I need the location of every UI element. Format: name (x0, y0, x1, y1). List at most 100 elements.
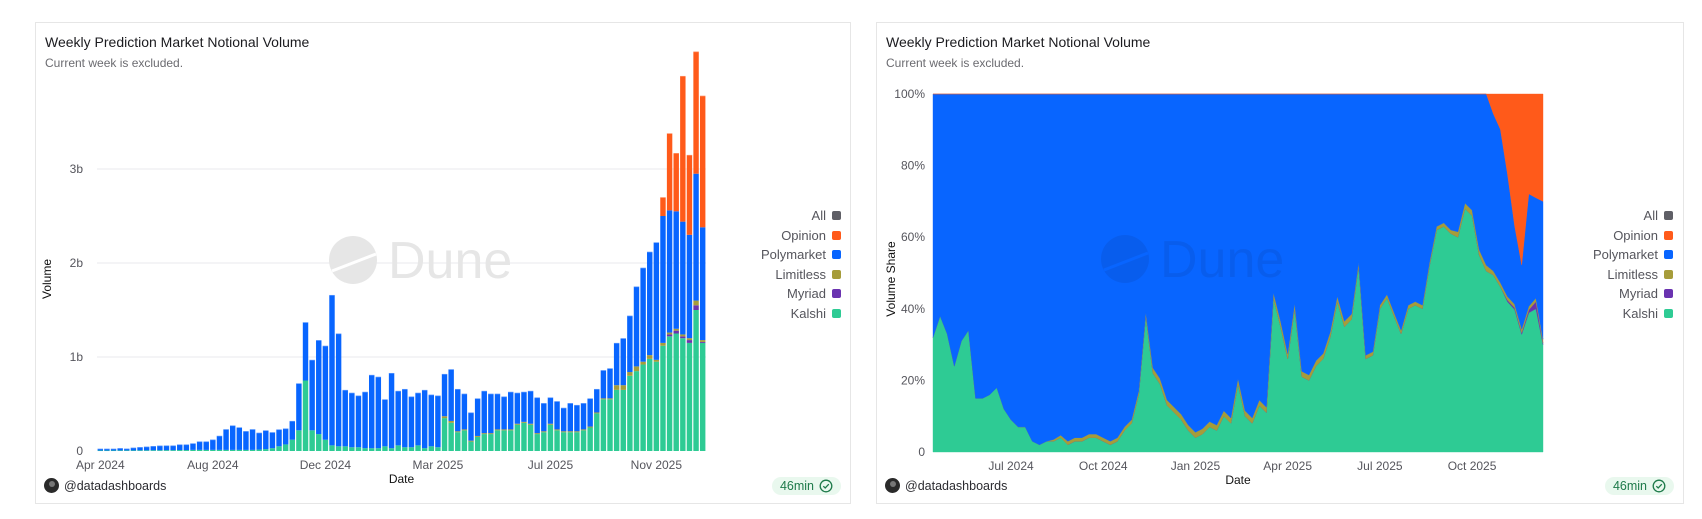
bar-kalshi (435, 447, 441, 451)
bar-kalshi (421, 448, 428, 451)
verified-check-icon (1652, 479, 1666, 493)
y-tick-label: 3b (70, 162, 84, 176)
bar-limitless (501, 429, 507, 431)
bar-cap (421, 389, 428, 391)
bar-polymarket (395, 390, 401, 446)
legend-label: Kalshi (1622, 305, 1658, 321)
bar-kalshi (415, 445, 421, 451)
bar-polymarket (501, 396, 507, 430)
bar-cap (117, 447, 123, 449)
bar-kalshi (547, 424, 554, 451)
bar-cap (203, 440, 209, 443)
legend-item-polymarket[interactable]: Polymarket (721, 245, 841, 265)
bar-kalshi (130, 450, 137, 451)
legend-item-limitless[interactable]: Limitless (1553, 265, 1673, 285)
legend-item-opinion[interactable]: Opinion (721, 226, 841, 246)
bar-kalshi (110, 450, 117, 452)
bar-limitless (508, 429, 514, 431)
bar-polymarket (680, 221, 686, 335)
x-tick-label: Jul 2025 (528, 458, 574, 472)
author-link[interactable]: @datadashboards (44, 478, 166, 493)
bar-polymarket (560, 407, 567, 432)
bar-opinion (680, 75, 686, 222)
legend-item-myriad[interactable]: Myriad (721, 284, 841, 304)
bar-kalshi (680, 338, 686, 451)
bar-polymarket (388, 372, 395, 449)
bar-kalshi (560, 432, 567, 451)
bar-cap (567, 402, 574, 404)
bar-polymarket (633, 286, 640, 367)
areas (932, 93, 1544, 453)
bar-cap (177, 443, 183, 446)
bar-polymarket (567, 403, 574, 432)
bar-polymarket (369, 374, 375, 449)
bar-polymarket (435, 395, 441, 448)
bar-limitless (600, 398, 607, 400)
bar-polymarket (150, 446, 156, 451)
bar-cap (547, 396, 554, 399)
bar-polymarket (183, 444, 190, 451)
dune-watermark: Dune (329, 232, 512, 290)
bar-cap (455, 388, 461, 390)
bar-kalshi (289, 439, 295, 451)
bar-opinion (686, 154, 693, 235)
bar-kalshi (296, 430, 302, 451)
bar-kalshi (481, 434, 487, 451)
bar-kalshi (574, 432, 580, 451)
bar-polymarket (143, 446, 150, 451)
author-link[interactable]: @datadashboards (885, 478, 1007, 493)
bar-kalshi (666, 336, 673, 451)
bar-limitless (620, 385, 626, 390)
legend-swatch (832, 250, 841, 260)
legend-item-myriad[interactable]: Myriad (1553, 284, 1673, 304)
bar-kalshi (190, 449, 196, 451)
bar-polymarket (349, 392, 355, 448)
bar-cap (236, 426, 243, 429)
bar-polymarket (666, 210, 673, 333)
bar-polymarket (587, 398, 593, 427)
bar-polymarket (256, 432, 262, 450)
legend-item-opinion[interactable]: Opinion (1553, 226, 1673, 246)
bar-limitless (699, 340, 706, 342)
legend-label: Myriad (786, 286, 826, 302)
bar-cap (249, 428, 256, 430)
bar-kalshi (633, 371, 640, 451)
bar-limitless (521, 421, 527, 423)
bar-kalshi (488, 434, 494, 451)
refresh-badge[interactable]: 46min (1604, 477, 1674, 495)
bar-cap (276, 428, 282, 431)
bar-kalshi (229, 449, 236, 451)
bar-polymarket (263, 430, 269, 450)
legend-item-all[interactable]: All (1553, 206, 1673, 226)
legend-item-kalshi[interactable]: Kalshi (1553, 304, 1673, 324)
avatar (885, 478, 900, 493)
legend-item-polymarket[interactable]: Polymarket (1553, 245, 1673, 265)
bar-polymarket (441, 373, 448, 417)
bar-kalshi (686, 342, 693, 451)
bar-kalshi (143, 450, 150, 451)
legend-item-all[interactable]: All (721, 206, 841, 226)
chart-panel-volume: Weekly Prediction Market Notional Volume… (35, 22, 851, 504)
bar-cap (289, 420, 295, 422)
bar-limitless (680, 334, 686, 337)
bar-polymarket (282, 428, 289, 445)
bar-cap (474, 397, 481, 400)
stacked-area-chart: 0 20% 40% 60% 80% 100% Dune Jul 2024 Oct 2024 Jan… (884, 87, 1544, 487)
legend-label: Myriad (1618, 286, 1658, 302)
bar-polymarket (448, 369, 454, 421)
bar-cap (163, 444, 170, 447)
y-tick-label: 80% (901, 159, 925, 173)
bar-cap (263, 429, 269, 432)
bar-polymarket (249, 429, 256, 450)
legend-item-kalshi[interactable]: Kalshi (721, 304, 841, 324)
bar-kalshi (594, 413, 600, 451)
bar-cap (640, 267, 646, 269)
bar-cap (335, 333, 342, 335)
bar-polymarket (547, 397, 554, 424)
bar-cap (521, 391, 527, 393)
legend-item-limitless[interactable]: Limitless (721, 265, 841, 285)
refresh-badge[interactable]: 46min (771, 477, 841, 495)
bar-polymarket (110, 448, 117, 451)
bar-kalshi (607, 399, 613, 451)
bar-limitless (574, 431, 580, 433)
